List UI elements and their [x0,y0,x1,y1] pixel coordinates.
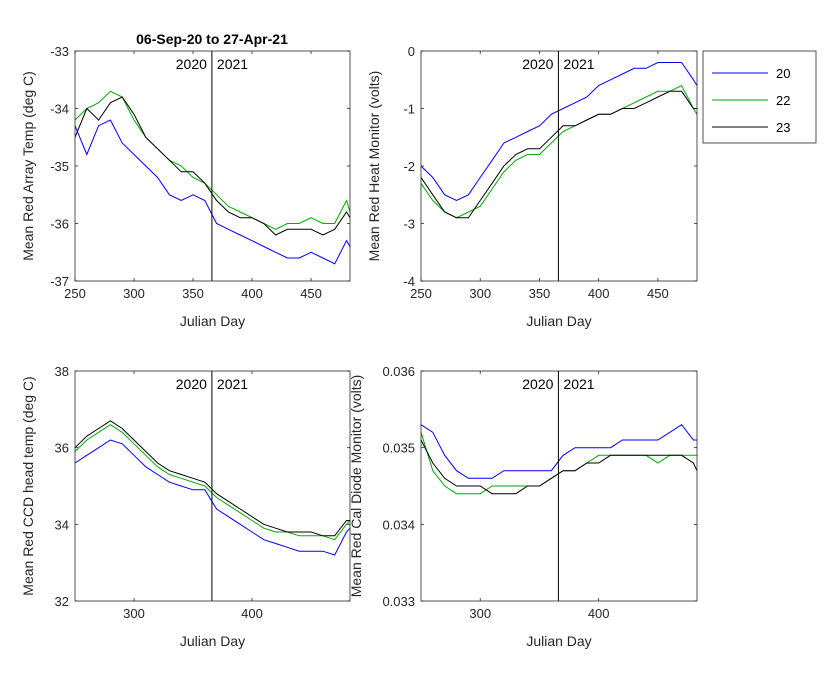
subplot-4: 2020 2021 300 400 0.033 0.034 0.035 0.036 Julian… [348,364,698,649]
year-label-left: 2020 [176,376,207,392]
x-tick-label: 350 [182,286,204,301]
y-tick-label: -35 [50,159,69,174]
y-axis-label: Mean Red CCD head temp (deg C) [20,376,36,595]
year-label-right: 2021 [217,376,248,392]
series-line-20 [420,424,697,479]
x-axis-label: Julian Day [180,633,245,649]
series-line-23 [420,439,698,495]
x-axis-label: Julian Day [180,313,245,329]
x-axis-label: Julian Day [526,313,591,329]
axes-box [74,370,351,602]
y-tick-label: -1 [403,102,415,117]
y-tick-label: 0.036 [382,364,415,379]
y-tick-label: 0.034 [382,517,415,532]
x-tick-label: 400 [588,286,610,301]
y-tick-label: -34 [50,102,69,117]
x-tick-label: 450 [300,286,322,301]
y-axis-label: Mean Red Heat Monitor (volts) [366,71,382,262]
x-tick-label: 300 [469,606,491,621]
y-tick-label: -33 [50,44,69,59]
y-tick-label: 0.035 [382,441,415,456]
y-tick-label: 0.033 [382,594,415,609]
year-label-left: 2020 [176,56,207,72]
y-tick-label: 38 [55,364,69,379]
legend-label-22: 22 [776,93,790,108]
y-tick-label: 34 [55,517,69,532]
series-line-20 [74,439,351,556]
x-tick-label: 450 [647,286,669,301]
series-line-20 [420,62,698,202]
legend-box [702,50,817,144]
series-line-23 [420,90,697,219]
series-line-22 [420,84,698,219]
y-tick-label: -2 [403,159,415,174]
x-tick-label: 300 [469,286,491,301]
y-tick-label: -4 [403,274,415,289]
y-tick-label: 32 [55,594,69,609]
year-label-right: 2021 [563,56,594,72]
x-tick-label: 350 [529,286,551,301]
figure-title: 06-Sep-20 to 27-Apr-21 [136,31,288,47]
y-axis-label: Mean Red Array Temp (deg C) [20,71,36,261]
series-line-22 [74,424,351,541]
subplot-1: 2020 2021 250 300 350 400 450 -37 -36 -35 -34 -33 Ju… [20,44,351,329]
legend: 20 22 23 [702,50,817,144]
y-tick-label: -37 [50,274,69,289]
x-tick-label: 400 [241,606,263,621]
series-line-20 [74,119,351,265]
subplot-3: 2020 2021 300 400 32 34 36 38 Julian Day Mean Red… [20,364,351,649]
year-label-right: 2021 [217,56,248,72]
x-axis-label: Julian Day [526,633,591,649]
year-label-right: 2021 [563,376,594,392]
year-label-left: 2020 [522,376,553,392]
year-label-left: 2020 [522,56,553,72]
y-tick-label: -36 [50,217,69,232]
legend-label-20: 20 [776,66,790,81]
x-tick-label: 250 [410,286,432,301]
y-axis-label: Mean Red Cal Diode Monitor (volts) [348,375,364,598]
series-line-23 [74,420,350,537]
x-tick-label: 400 [588,606,610,621]
y-tick-label: 0 [408,44,415,59]
y-tick-label: -3 [403,217,415,232]
subplot-2: 2020 2021 250 300 350 400 450 -4 -3 -2 -1 0 Julian D… [366,44,698,329]
x-tick-label: 300 [123,606,145,621]
x-tick-label: 250 [64,286,86,301]
x-tick-label: 400 [241,286,263,301]
legend-label-23: 23 [776,120,790,135]
series-line-23 [74,96,351,236]
y-tick-label: 36 [55,441,69,456]
axes-box [420,370,698,602]
x-tick-label: 300 [123,286,145,301]
